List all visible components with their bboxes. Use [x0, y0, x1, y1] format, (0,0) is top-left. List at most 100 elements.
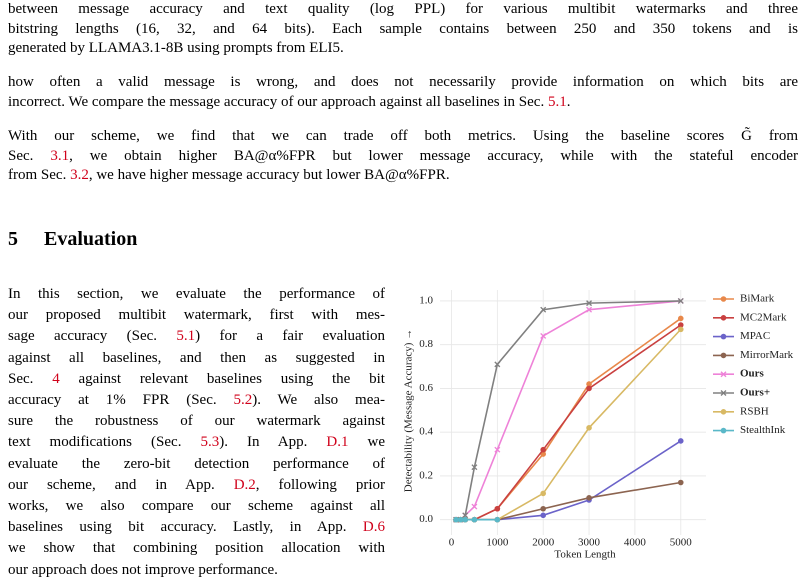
text-line: In this section, we evaluate the perform…	[8, 285, 385, 304]
text-line: Sec. 4 against relevant baselines using …	[8, 370, 385, 389]
text: With our scheme, we find that we can tra…	[8, 128, 798, 144]
text: ) for a fair evaluation	[195, 328, 385, 345]
marker	[540, 505, 546, 512]
marker	[677, 438, 684, 444]
text: between message accuracy and text qualit…	[8, 1, 798, 17]
text: sure the robustness of our watermark aga…	[8, 413, 385, 430]
legend-marker	[720, 352, 727, 359]
text: our proposed multibit watermark, first w…	[8, 307, 385, 324]
marker	[586, 495, 592, 501]
text: , we obtain higher BA@α%FPR but lower me…	[69, 147, 798, 164]
text-line: bitstring lengths (16, 32, and 64 bits).…	[8, 20, 798, 39]
text-line: our proposed multibit watermark, first w…	[8, 306, 385, 325]
text-line: how often a valid message is wrong, and …	[8, 73, 798, 92]
reference-link[interactable]: 3.2	[70, 167, 89, 183]
text: our scheme, and in App.	[8, 476, 234, 493]
text: how often a valid message is wrong, and …	[8, 74, 798, 90]
legend-label: Ours	[740, 368, 765, 380]
text: works, we also compare our scheme agains…	[8, 498, 385, 514]
x-tick-label: 2000	[532, 537, 555, 549]
legend-marker	[720, 371, 727, 378]
legend-marker	[720, 296, 727, 302]
y-axis-label: Detectability (Message Accuracy) →	[403, 329, 415, 492]
y-tick-label: 0.0	[419, 513, 433, 525]
text-line: Sec. 3.1, we obtain higher BA@α%FPR but …	[8, 147, 798, 166]
reference-link[interactable]: 5.2	[233, 392, 253, 408]
reference-link[interactable]: 3.1	[50, 147, 70, 164]
legend-marker	[720, 333, 727, 340]
x-tick-label: 3000	[578, 537, 601, 549]
x-tick-label: 0	[449, 537, 455, 549]
marker	[471, 516, 478, 523]
y-tick-label: 1.0	[419, 294, 433, 306]
text: we show that combining position allocati…	[8, 540, 385, 557]
text: our approach does not improve performanc…	[8, 561, 278, 578]
text-line: between message accuracy and text qualit…	[8, 0, 798, 19]
marker	[586, 300, 593, 307]
text-line: incorrect. We compare the message accura…	[8, 93, 798, 112]
marker	[462, 512, 469, 519]
y-tick-label: 0.4	[419, 426, 433, 438]
marker	[540, 490, 546, 497]
legend-label: Ours+	[740, 387, 770, 399]
marker	[453, 516, 459, 523]
text: against relevant baselines using the bit	[59, 370, 385, 387]
x-axis-label: Token Length	[554, 549, 616, 561]
text-line: we show that combining position allocati…	[8, 539, 385, 558]
section-heading: 5 Evaluation	[8, 228, 163, 251]
legend-marker	[720, 427, 727, 434]
marker	[540, 306, 547, 313]
text: .	[566, 93, 571, 110]
text: ). We also mea-	[252, 392, 385, 408]
text: text modifications (Sec.	[8, 434, 201, 451]
text: , following prior	[255, 476, 385, 493]
marker	[540, 512, 546, 519]
text-line: generated by LLAMA3.1-8B using prompts f…	[8, 39, 798, 58]
marker	[586, 381, 592, 387]
marker	[677, 297, 684, 304]
legend-marker	[720, 390, 727, 396]
marker	[540, 446, 546, 453]
reference-link[interactable]: 5.1	[547, 93, 567, 110]
marker	[586, 306, 593, 313]
text-line: With our scheme, we find that we can tra…	[8, 127, 798, 146]
legend-label: BiMark	[740, 293, 775, 305]
text-line: from Sec. 3.2, we have higher message ac…	[8, 166, 798, 185]
text: Sec.	[8, 147, 51, 164]
marker	[462, 516, 469, 523]
text-line: our scheme, and in App. D.2, following p…	[8, 476, 385, 495]
reference-link[interactable]: 5.3	[200, 434, 220, 451]
text: accuracy at 1% FPR (Sec.	[8, 392, 234, 408]
section-number: 5	[8, 228, 18, 250]
section-title: Evaluation	[44, 228, 138, 250]
marker	[586, 385, 592, 392]
text: ). In App.	[219, 434, 327, 451]
text: we	[348, 434, 385, 451]
text-line: text modifications (Sec. 5.3). In App. D…	[8, 433, 385, 452]
text-line: baselines using bit accuracy. Lastly, in…	[8, 518, 385, 537]
text-line: accuracy at 1% FPR (Sec. 5.2). We also m…	[8, 391, 385, 410]
marker	[677, 479, 684, 486]
text: against all baselines, and then as sugge…	[8, 349, 385, 366]
marker	[494, 516, 501, 523]
text-line: evaluate the zero-bit detection performa…	[8, 455, 385, 474]
text-line: sage accuracy (Sec. 5.1) for a fair eval…	[8, 327, 385, 346]
marker	[677, 326, 684, 333]
x-tick-label: 1000	[486, 537, 509, 549]
text-line: against all baselines, and then as sugge…	[8, 349, 385, 368]
reference-link[interactable]: 4	[52, 370, 60, 387]
y-tick-label: 0.6	[419, 382, 433, 394]
text: Sec.	[8, 370, 53, 387]
reference-link[interactable]: D.1	[326, 434, 349, 451]
plot-area	[440, 290, 706, 535]
text: from Sec.	[8, 167, 71, 183]
y-tick-label: 0.2	[419, 469, 433, 481]
reference-link[interactable]: 5.1	[176, 328, 196, 345]
text: In this section, we evaluate the perform…	[8, 286, 385, 302]
reference-link[interactable]: D.2	[233, 476, 256, 493]
reference-link[interactable]: D.6	[362, 519, 385, 536]
legend-label: MirrorMark	[740, 349, 794, 361]
marker	[540, 332, 547, 339]
